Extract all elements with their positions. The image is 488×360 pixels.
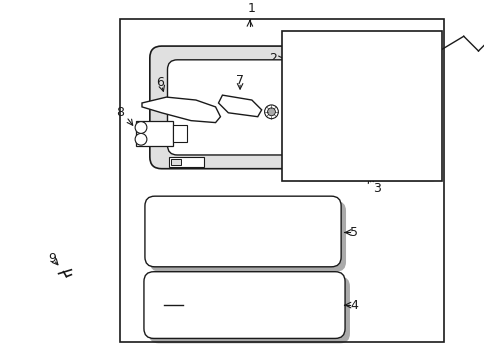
Text: 9: 9 <box>48 252 56 265</box>
Text: 4: 4 <box>349 298 357 311</box>
FancyBboxPatch shape <box>149 201 346 272</box>
Bar <box>173 125 187 142</box>
Bar <box>169 157 203 167</box>
Bar <box>136 121 173 146</box>
Bar <box>282 31 441 181</box>
FancyBboxPatch shape <box>149 46 414 169</box>
Text: 5: 5 <box>349 226 357 239</box>
Circle shape <box>135 122 146 134</box>
FancyBboxPatch shape <box>148 276 349 343</box>
FancyBboxPatch shape <box>143 272 345 338</box>
Circle shape <box>267 108 275 116</box>
FancyBboxPatch shape <box>285 113 434 176</box>
FancyBboxPatch shape <box>144 196 341 267</box>
Text: 7: 7 <box>236 74 244 87</box>
Circle shape <box>135 134 146 145</box>
FancyBboxPatch shape <box>167 60 396 155</box>
Circle shape <box>264 105 278 119</box>
Text: 1: 1 <box>247 2 255 15</box>
Text: 10: 10 <box>408 133 424 146</box>
FancyBboxPatch shape <box>288 33 433 90</box>
Text: 3: 3 <box>373 182 381 195</box>
FancyBboxPatch shape <box>294 39 439 96</box>
Bar <box>171 159 181 165</box>
Text: 8: 8 <box>116 106 124 119</box>
Text: 2: 2 <box>269 52 277 65</box>
Bar <box>120 19 443 342</box>
FancyBboxPatch shape <box>291 119 440 181</box>
Polygon shape <box>218 95 261 117</box>
Polygon shape <box>142 97 220 123</box>
Text: 6: 6 <box>155 76 163 89</box>
